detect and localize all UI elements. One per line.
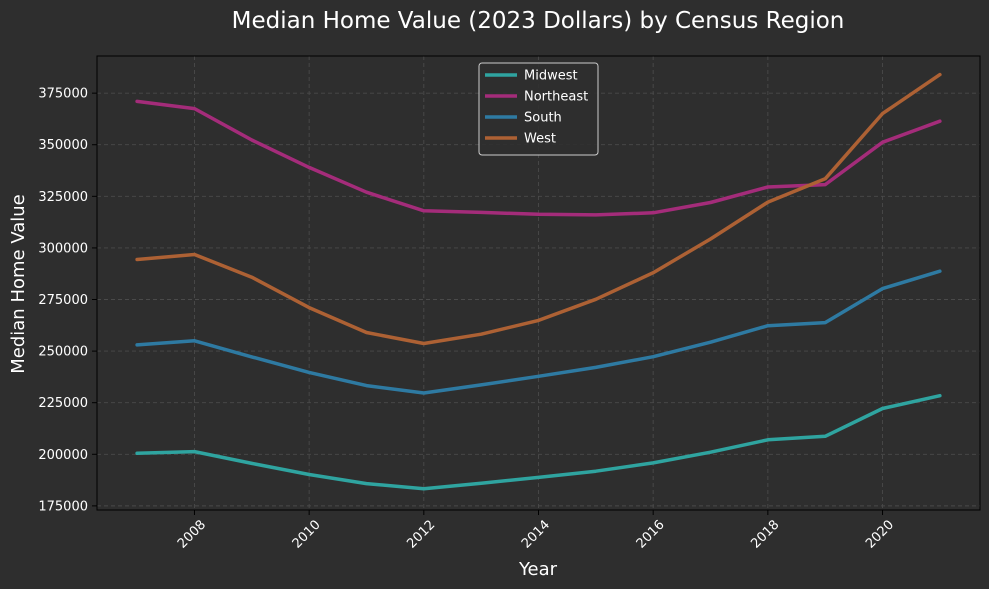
x-tick-label: 2008 (175, 518, 209, 552)
x-tick-label: 2016 (634, 518, 668, 552)
y-tick-label: 225000 (38, 396, 88, 411)
legend-label-midwest: Midwest (524, 69, 578, 84)
y-tick-label: 375000 (38, 87, 88, 102)
y-tick-label: 175000 (38, 499, 88, 514)
series-lines (135, 72, 942, 491)
legend-label-west: West (524, 132, 556, 147)
legend-box (478, 62, 599, 156)
x-tick-label: 2020 (863, 518, 897, 552)
x-tick-label: 2012 (404, 518, 438, 552)
y-tick-label: 325000 (38, 190, 88, 205)
y-tick-label: 200000 (38, 448, 88, 463)
y-tick-label: 350000 (38, 138, 88, 153)
x-axis-label: Year (518, 559, 558, 580)
x-tick-label: 2018 (748, 518, 782, 552)
y-tick-label: 300000 (38, 241, 88, 256)
x-tick-label: 2010 (290, 518, 324, 552)
legend-label-south: South (524, 111, 562, 126)
x-axis: 2008 2010 2012 2014 2016 2018 2020 (175, 510, 897, 552)
series-line-south (135, 269, 942, 395)
y-tick-label: 250000 (38, 345, 88, 360)
series-line-west (135, 72, 942, 346)
y-axis: 175000 200000 225000 250000 275000 300000 3250… (38, 87, 97, 514)
x-tick-label: 2014 (519, 518, 553, 552)
legend: Midwest Northeast South West (478, 62, 599, 156)
series-line-midwest (135, 393, 942, 491)
legend-label-northeast: Northeast (524, 90, 588, 105)
chart-title: Median Home Value (2023 Dollars) by Cens… (232, 8, 845, 34)
grid (97, 56, 980, 510)
y-axis-label: Median Home Value (8, 194, 29, 374)
y-tick-label: 275000 (38, 293, 88, 308)
